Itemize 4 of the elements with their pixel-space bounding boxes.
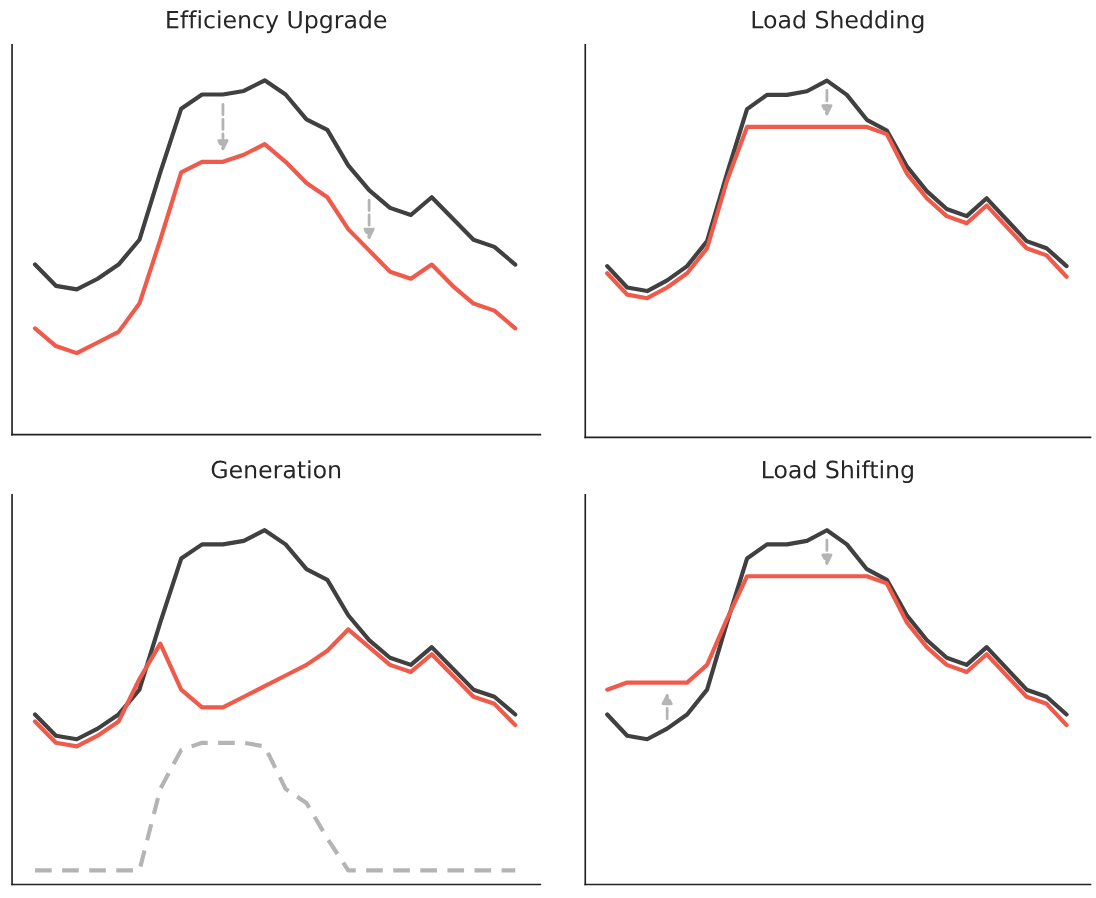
chart-title: Load Shifting (763, 460, 913, 484)
chart-title: Efficiency Upgrade (167, 10, 387, 34)
chart-title: Load Shedding (752, 10, 924, 34)
chart-title: Generation (211, 460, 341, 479)
